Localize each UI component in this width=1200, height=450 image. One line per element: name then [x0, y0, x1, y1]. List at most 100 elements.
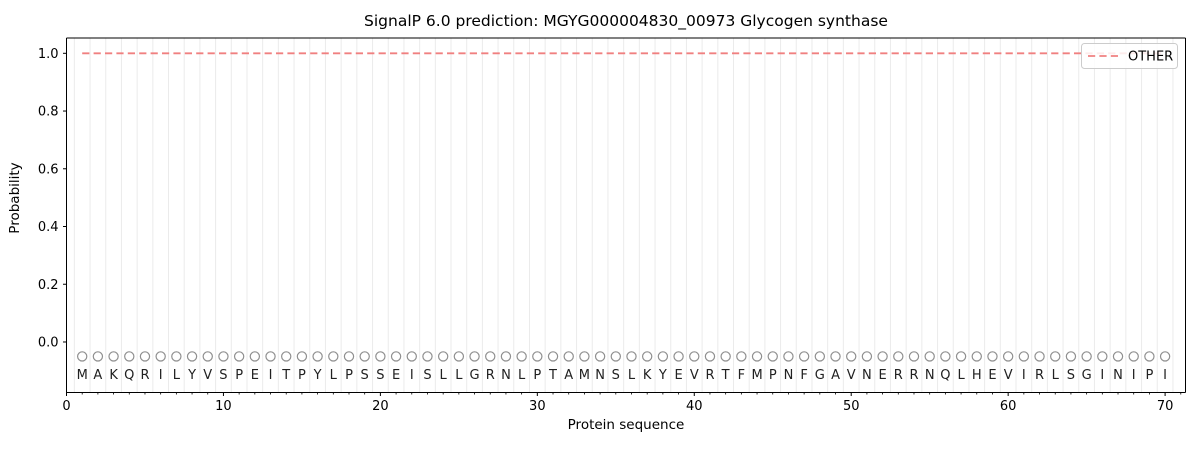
- residue-letter: Y: [658, 368, 667, 383]
- residue-letter: E: [878, 368, 886, 383]
- residue-letter: F: [800, 368, 807, 383]
- residue-circle: [453, 351, 465, 362]
- residue-circle: [249, 351, 261, 362]
- residue-circle: [563, 351, 574, 362]
- residue-letter: Y: [187, 368, 196, 383]
- residue-letter: V: [847, 368, 856, 383]
- residue-letter: E: [251, 368, 259, 383]
- y-axis-ticks: 0.0 0.2 0.4 0.6 0.8 1.0: [38, 47, 67, 351]
- residue-circle: [1112, 351, 1124, 362]
- residue-circle: [657, 351, 669, 362]
- x-tick-label: 50: [843, 399, 860, 414]
- residue-circle: [500, 351, 512, 362]
- legend-label: OTHER: [1128, 50, 1173, 65]
- residue-circle: [610, 351, 621, 362]
- residue-circle: [594, 351, 606, 362]
- residue-letter: I: [410, 368, 414, 383]
- residue-circle: [76, 351, 88, 362]
- residue-circle: [987, 351, 998, 362]
- residue-letter: K: [643, 368, 652, 383]
- gridlines: [73, 38, 1174, 393]
- residue-letter: S: [219, 368, 227, 383]
- residue-letter: A: [564, 368, 573, 383]
- residue-circle: [296, 351, 308, 362]
- residue-circle: [359, 351, 370, 362]
- residue-circle: [940, 351, 951, 362]
- residue-circle: [437, 351, 449, 362]
- residue-letter: S: [361, 368, 369, 383]
- residue-letter: E: [392, 368, 400, 383]
- residue-circle: [720, 351, 731, 362]
- y-tick-label: 0.6: [38, 162, 59, 177]
- residue-letter: N: [501, 368, 511, 383]
- residue-letter: I: [269, 368, 273, 383]
- residue-circle: [108, 351, 119, 362]
- x-axis-label: Protein sequence: [568, 417, 685, 433]
- residue-letter: L: [455, 368, 463, 383]
- residue-letter: T: [721, 368, 730, 383]
- residue-letter: L: [1052, 368, 1060, 383]
- x-tick-label: 20: [372, 399, 389, 414]
- residue-letter: G: [470, 368, 480, 383]
- residue-letter: L: [518, 368, 526, 383]
- residue-letter: M: [77, 368, 88, 383]
- residue-letter: E: [674, 368, 682, 383]
- residue-circle: [814, 351, 826, 362]
- residue-circle: [532, 351, 543, 362]
- residue-letter: P: [533, 368, 541, 383]
- plot-spines: [66, 37, 1186, 393]
- y-tick-label: 1.0: [38, 47, 59, 62]
- residue-letter: R: [140, 368, 149, 383]
- residue-letter: S: [376, 368, 384, 383]
- residue-letter: N: [862, 368, 872, 383]
- residue-circle: [877, 351, 888, 362]
- residue-circle: [328, 351, 339, 362]
- residue-circle: [1065, 351, 1077, 362]
- residue-letter: Y: [313, 368, 322, 383]
- residue-circle: [218, 351, 229, 362]
- residue-letter: L: [957, 368, 965, 383]
- residue-letter: S: [1067, 368, 1075, 383]
- residue-circle: [1128, 351, 1139, 362]
- residue-circle: [233, 351, 245, 362]
- residue-circle: [767, 351, 778, 362]
- legend-box: [1081, 43, 1178, 69]
- residue-circle: [830, 351, 841, 362]
- residue-letter: S: [423, 368, 431, 383]
- residue-letter: N: [595, 368, 605, 383]
- residue-letter: Q: [124, 368, 134, 383]
- residue-circle: [171, 351, 182, 362]
- residue-letter: V: [1004, 368, 1013, 383]
- residue-letter: M: [751, 368, 762, 383]
- residue-circle: [281, 351, 292, 362]
- residue-letter: P: [769, 368, 777, 383]
- residue-circle: [547, 351, 559, 362]
- residue-letter: L: [628, 368, 636, 383]
- residue-letter: P: [235, 368, 243, 383]
- legend: OTHER: [1081, 43, 1178, 69]
- residue-circle: [1050, 351, 1061, 362]
- residue-letter: A: [93, 368, 102, 383]
- residue-circle: [516, 351, 527, 362]
- residue-letter: I: [159, 368, 163, 383]
- x-tick-label: 10: [215, 399, 232, 414]
- residue-letter: F: [738, 368, 745, 383]
- residue-circle: [736, 351, 747, 362]
- residue-letter: N: [784, 368, 794, 383]
- residue-circle: [124, 351, 135, 362]
- residue-letter: L: [330, 368, 338, 383]
- residue-letter: L: [440, 368, 448, 383]
- residue-circle: [1002, 351, 1014, 362]
- residue-letter: R: [894, 368, 903, 383]
- residue-letter: P: [298, 368, 306, 383]
- residue-letter: K: [109, 368, 118, 383]
- residue-letter: V: [203, 368, 212, 383]
- residue-letter: R: [705, 368, 714, 383]
- residue-circle: [704, 351, 716, 362]
- residue-circle: [92, 351, 104, 362]
- residue-circle: [1159, 351, 1171, 362]
- residue-letter: A: [831, 368, 840, 383]
